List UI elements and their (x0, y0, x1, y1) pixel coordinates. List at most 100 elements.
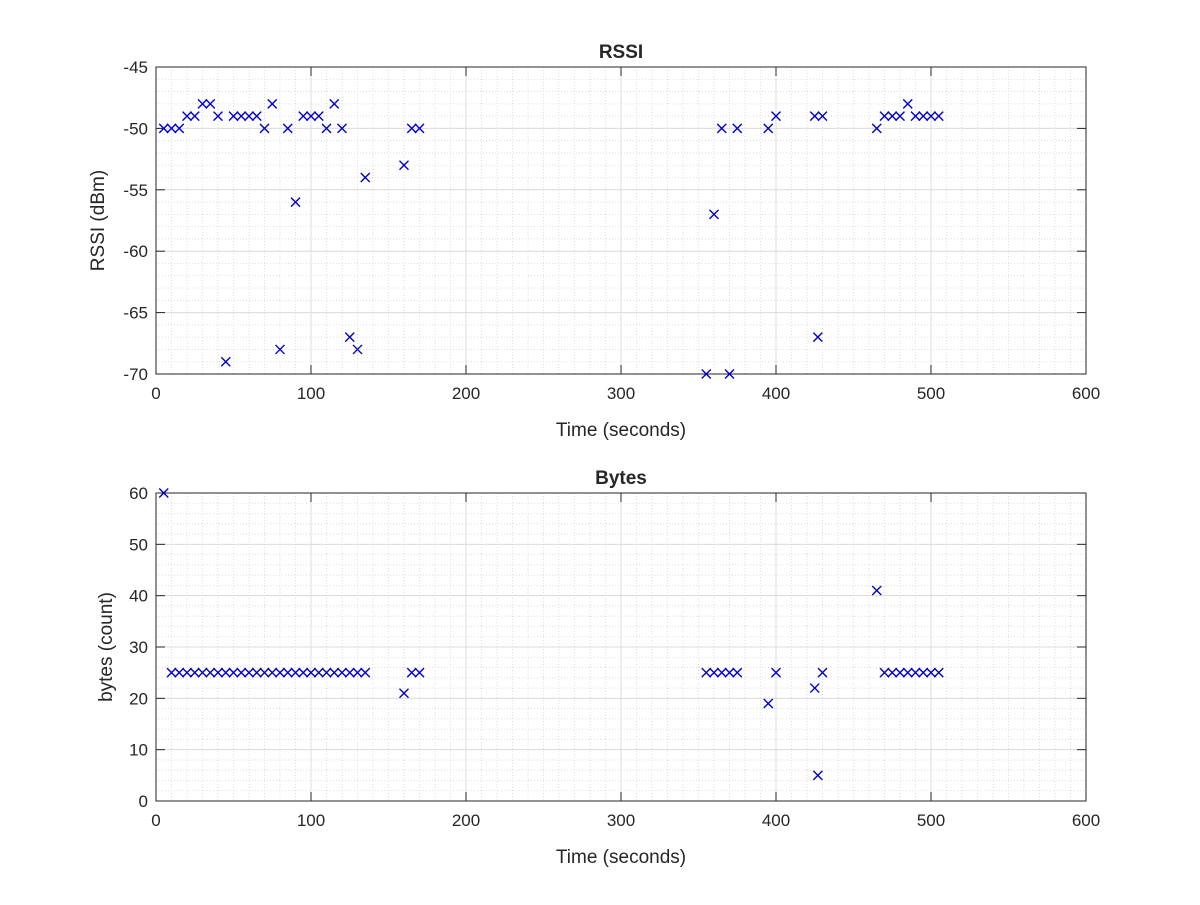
rssi-data-point (344, 332, 355, 343)
rssi-y-axis-label: RSSI (dBm) (88, 170, 109, 271)
rssi-x-tick-label: 100 (297, 384, 325, 403)
rssi-axes: 0 100 200 300 400 500 600 -70 -65 -60 -55 -50 -45 RSS… (88, 42, 1100, 441)
rssi-data-point (282, 123, 293, 134)
rssi-data-point (275, 344, 285, 355)
bytes-y-tick-label: 60 (129, 484, 148, 503)
rssi-data-point (709, 209, 719, 220)
bytes-data-point (313, 667, 324, 678)
rssi-data-point (313, 111, 324, 122)
bytes-y-tick-label: 50 (129, 535, 148, 554)
bytes-data-point (236, 667, 247, 678)
rssi-data-point (182, 111, 192, 122)
bytes-data-point (182, 667, 192, 678)
bytes-data-point (166, 667, 177, 678)
bytes-data-point (817, 667, 828, 678)
rssi-data-point (887, 111, 898, 122)
rssi-data-point (236, 111, 247, 122)
rssi-data-point (771, 111, 781, 122)
rssi-data-point (267, 98, 278, 109)
bytes-data-point (352, 667, 363, 678)
bytes-data-point (895, 667, 905, 678)
rssi-data-point (701, 369, 712, 379)
rssi-data-point (306, 111, 316, 122)
bytes-data-point (344, 667, 355, 678)
rssi-x-tick-label: 200 (452, 384, 480, 403)
bytes-data-point (360, 667, 371, 678)
rssi-y-tick-label: -45 (123, 58, 148, 77)
rssi-data-point (166, 123, 177, 134)
rssi-y-tick-label: -60 (123, 242, 148, 261)
bytes-x-tick-label: 600 (1072, 811, 1100, 830)
rssi-y-tick-label: -65 (123, 304, 148, 323)
bytes-data-point (414, 667, 425, 678)
bytes-x-tick-label: 200 (452, 811, 480, 830)
bytes-data-point (205, 667, 216, 678)
rssi-data-point (910, 111, 921, 122)
bytes-data-point (887, 667, 898, 678)
rssi-data-point (732, 123, 743, 134)
rssi-y-tick-label: -70 (123, 365, 148, 384)
bytes-data-point (267, 667, 278, 678)
rssi-data-point (329, 98, 340, 109)
rssi-data-point (197, 98, 208, 109)
rssi-data-point (298, 111, 309, 122)
bytes-data-point (724, 667, 735, 678)
rssi-data-point (933, 111, 944, 122)
rssi-data-point (871, 123, 882, 134)
rssi-data-point (879, 111, 890, 122)
bytes-data-point (282, 667, 293, 678)
bytes-y-tick-label: 30 (129, 638, 148, 657)
rssi-data-point (251, 111, 262, 122)
bytes-x-tick-label: 400 (762, 811, 790, 830)
bytes-data-point (871, 585, 882, 596)
rssi-x-tick-label: 0 (151, 384, 160, 403)
rssi-y-tick-label: -55 (123, 181, 148, 200)
rssi-data-point (926, 111, 936, 122)
rssi-title: RSSI (599, 42, 643, 63)
bytes-data-point (158, 488, 169, 498)
bytes-data-point (879, 667, 890, 678)
bytes-data-point (174, 667, 185, 678)
bytes-data-point (709, 667, 719, 678)
rssi-data-point (809, 111, 820, 122)
bytes-data-point (306, 667, 316, 678)
bytes-data-point (701, 667, 712, 678)
bytes-data-point (298, 667, 309, 678)
bytes-data-point (275, 667, 285, 678)
bytes-title: Bytes (595, 468, 647, 489)
rssi-data-point (902, 98, 913, 109)
rssi-data-point (321, 123, 332, 134)
bytes-data-point (399, 688, 409, 699)
rssi-data-point (158, 123, 169, 134)
rssi-data-point (763, 123, 774, 134)
rssi-data-point (290, 197, 301, 208)
bytes-data-point (933, 667, 944, 678)
rssi-x-tick-label: 500 (917, 384, 945, 403)
bytes-y-tick-label: 20 (129, 689, 148, 708)
bytes-y-axis-label: bytes (count) (96, 592, 117, 702)
bytes-x-tick-label: 300 (607, 811, 635, 830)
bytes-x-tick-label: 100 (297, 811, 325, 830)
bytes-data-point (926, 667, 936, 678)
rssi-data-point (189, 111, 200, 122)
bytes-y-tick-label: 10 (129, 741, 148, 760)
bytes-data-point (406, 667, 417, 678)
bytes-data-point (910, 667, 921, 678)
bytes-data-point (189, 667, 200, 678)
bytes-x-tick-label: 0 (151, 811, 160, 830)
bytes-data-point (902, 667, 913, 678)
bytes-data-point (337, 667, 347, 678)
rssi-data-point (399, 160, 409, 171)
bytes-data-point (763, 698, 774, 709)
bytes-data-point (290, 667, 301, 678)
rssi-data-point (406, 123, 417, 134)
rssi-x-tick-label: 600 (1072, 384, 1100, 403)
bytes-data-point (228, 667, 239, 678)
rssi-data-point (205, 98, 216, 109)
rssi-data-point (716, 123, 727, 134)
bytes-y-tick-label: 0 (139, 792, 148, 811)
bytes-data-point (321, 667, 332, 678)
rssi-x-tick-label: 400 (762, 384, 790, 403)
